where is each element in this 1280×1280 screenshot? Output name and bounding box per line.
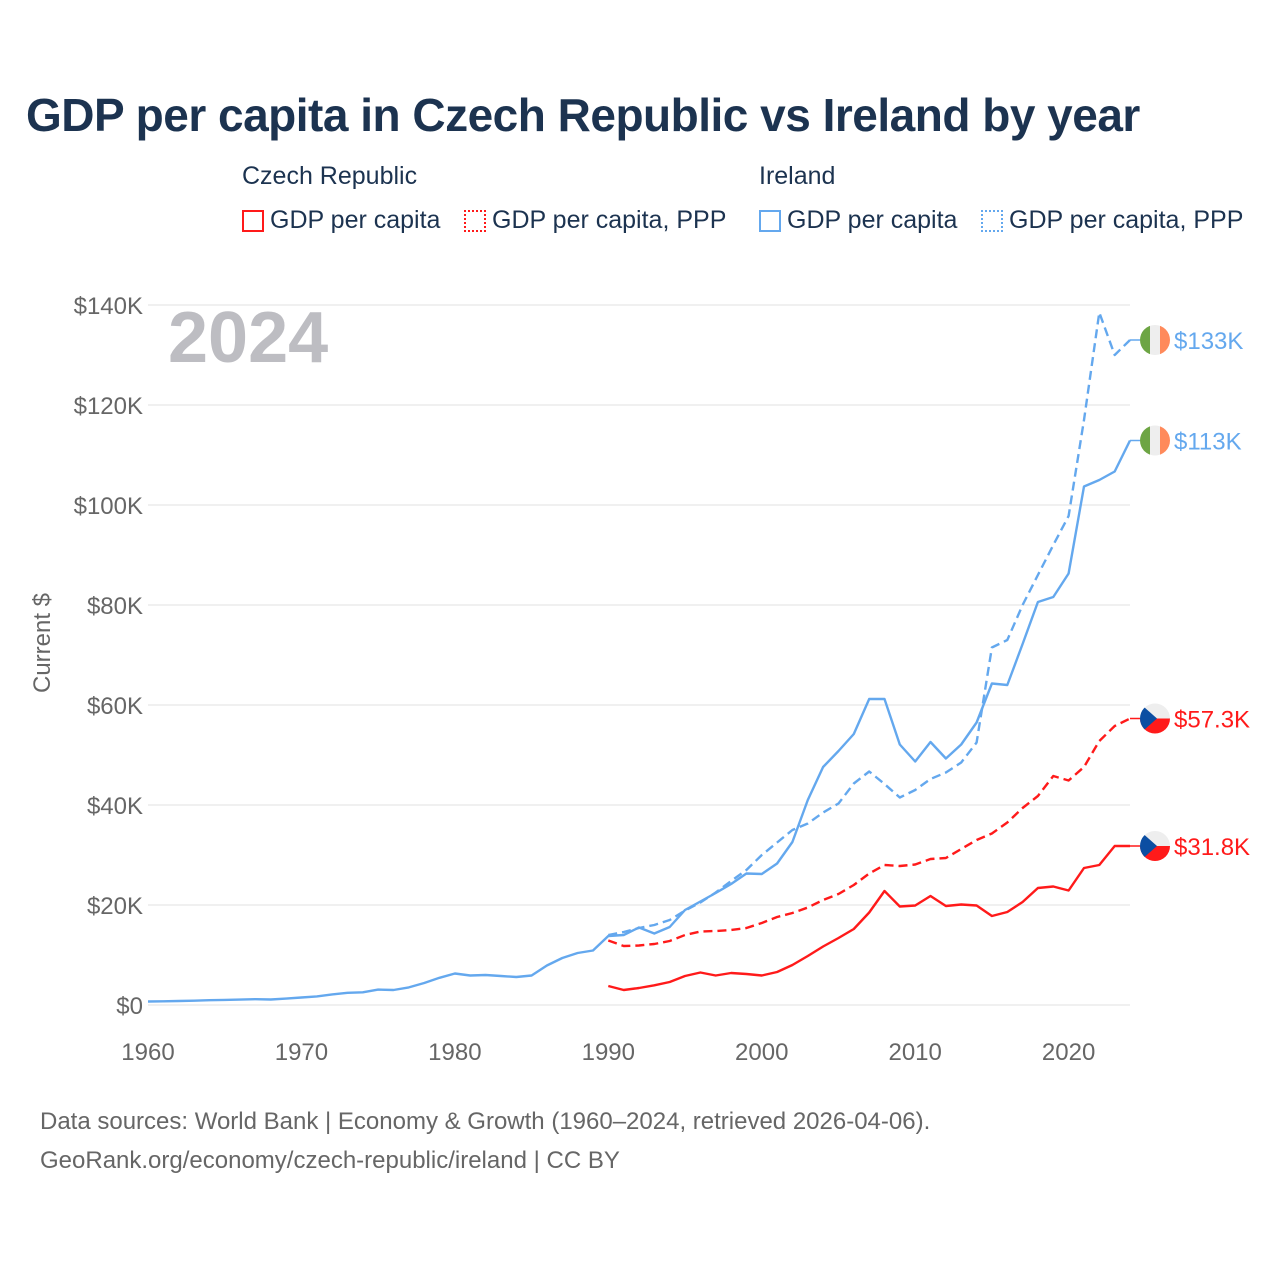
y-tick-label: $120K <box>74 393 143 420</box>
end-value-label: $31.8K <box>1174 834 1250 861</box>
line-chart: $0 $20K $40K $60K $80K $100K $120K $140K 1960 197… <box>29 293 1250 1066</box>
series-line-ireland-gdp-per-capita <box>147 439 1132 1003</box>
y-tick-label: $60K <box>87 693 143 720</box>
legend-group-czech: Czech Republic <box>242 162 418 190</box>
legend-czech-gdp[interactable]: GDP per capita <box>242 206 440 235</box>
legend-czech-ppp[interactable]: GDP per capita, PPP <box>464 206 726 235</box>
x-tick-label: 2000 <box>735 1039 788 1066</box>
y-axis-label: Current $ <box>29 593 56 693</box>
legend-group-ireland: Ireland <box>759 162 836 190</box>
ireland-flag-icon <box>1140 425 1170 456</box>
x-tick-label: 2020 <box>1042 1039 1095 1066</box>
end-value-label: $113K <box>1174 429 1242 456</box>
x-tick-label: 1960 <box>121 1039 174 1066</box>
legend-ireland-ppp[interactable]: GDP per capita, PPP <box>981 206 1243 235</box>
y-tick-label: $20K <box>87 893 143 920</box>
series-line-czech-republic-gdp-per-capita <box>607 844 1130 992</box>
legend-swatch-solid-red <box>242 209 264 232</box>
chart-title: GDP per capita in Czech Republic vs Irel… <box>26 89 1140 141</box>
end-value-label: $57.3K <box>1174 707 1250 734</box>
x-tick-label: 1970 <box>275 1039 328 1066</box>
year-watermark: 2024 <box>168 298 328 378</box>
x-tick-label: 1990 <box>582 1039 635 1066</box>
czech-flag-icon <box>1140 831 1170 861</box>
series-line-czech-republic-gdp-per-capita-ppp <box>607 717 1131 948</box>
y-tick-label: $140K <box>74 293 143 320</box>
czech-flag-icon <box>1140 703 1170 734</box>
legend-label: GDP per capita <box>787 206 958 234</box>
legend-label: GDP per capita, PPP <box>1009 206 1244 234</box>
x-tick-label: 2010 <box>888 1039 941 1066</box>
end-value-label: $133K <box>1174 328 1243 355</box>
y-tick-label: $80K <box>87 593 143 620</box>
y-tick-label: $40K <box>87 793 143 820</box>
y-tick-label: $100K <box>74 493 143 520</box>
legend-swatch-solid-blue <box>759 209 781 232</box>
legend-ireland-gdp[interactable]: GDP per capita <box>759 206 957 235</box>
x-tick-label: 1980 <box>428 1039 481 1066</box>
series-line-ireland-gdp-per-capita-ppp <box>608 311 1131 937</box>
legend-label: GDP per capita <box>270 206 441 234</box>
ireland-flag-icon <box>1140 325 1170 355</box>
legend-label: GDP per capita, PPP <box>492 206 727 234</box>
footer-sources: Data sources: World Bank | Economy & Gro… <box>40 1108 931 1135</box>
y-tick-label: $0 <box>116 993 143 1020</box>
footer-link[interactable]: GeoRank.org/economy/czech-republic/irela… <box>40 1147 620 1174</box>
legend-swatch-dotted-blue <box>981 209 1003 232</box>
legend-swatch-dotted-red <box>464 209 486 232</box>
